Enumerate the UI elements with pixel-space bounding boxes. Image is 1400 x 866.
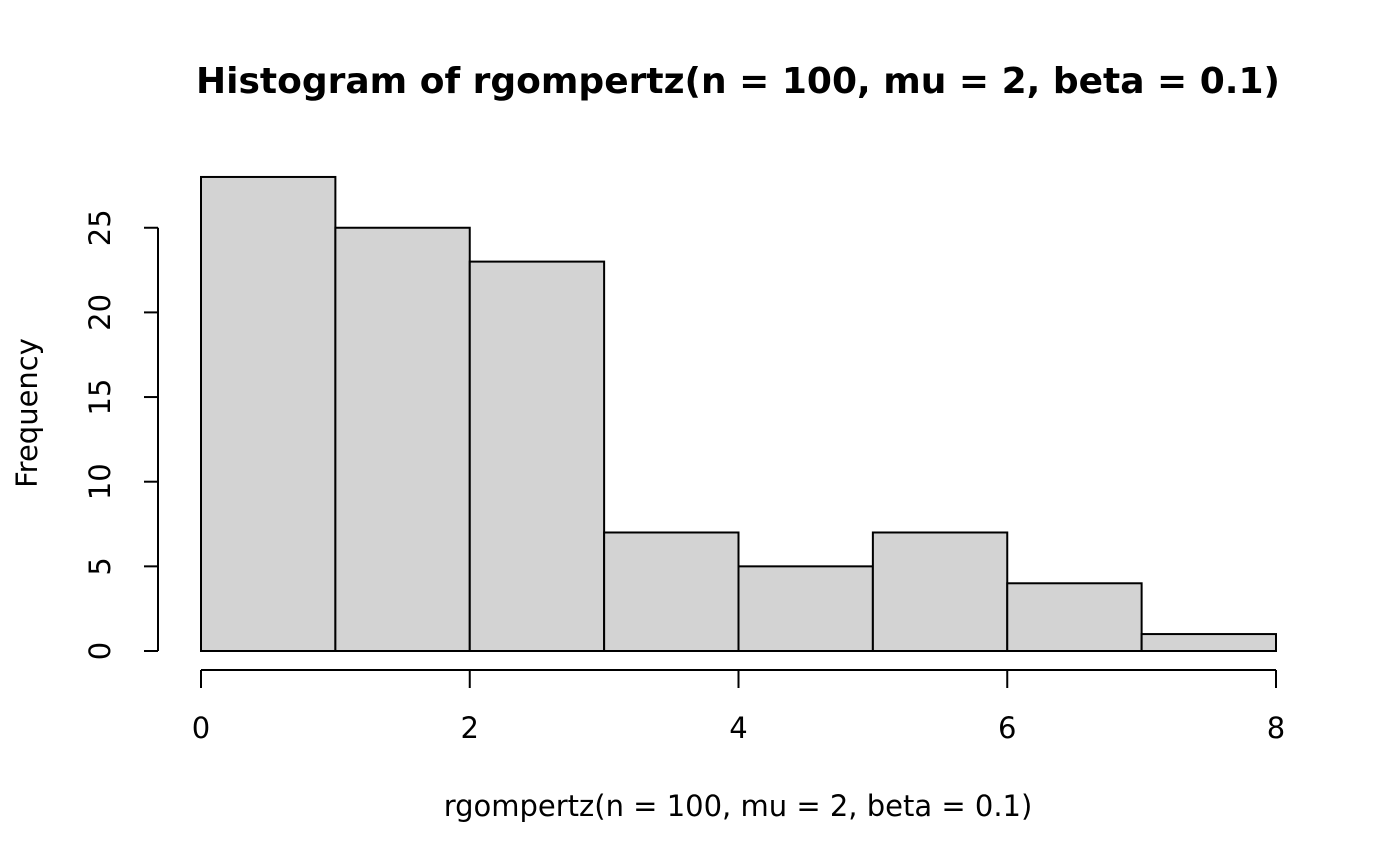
y-axis-label: Frequency: [10, 338, 44, 488]
y-tick-label: 20: [83, 294, 117, 331]
x-tick-label: 6: [998, 711, 1016, 745]
y-axis: 0 5 10 15 20 25: [83, 209, 159, 660]
x-tick-label: 0: [192, 711, 210, 745]
histogram-bars: [200, 175, 1277, 653]
y-tick-label: 5: [83, 557, 117, 575]
histogram-bar-3: [603, 531, 740, 652]
y-axis-ticks: 0 5 10 15 20 25: [83, 209, 158, 660]
x-tick-label: 8: [1267, 711, 1285, 745]
histogram-bar-0: [200, 175, 337, 653]
histogram-bar-5: [871, 531, 1009, 652]
histogram-bar-4: [737, 565, 874, 652]
y-tick-label: 10: [83, 463, 117, 500]
x-tick-label: 2: [461, 711, 479, 745]
chart-title: Histogram of rgompertz(n = 100, mu = 2, …: [196, 61, 1280, 102]
x-axis: 0 2 4 6 8: [192, 669, 1285, 745]
y-tick-label: 15: [83, 379, 117, 416]
x-axis-ticks: 0 2 4 6 8: [192, 670, 1285, 745]
x-tick-label: 4: [729, 711, 747, 745]
y-tick-label: 0: [83, 642, 117, 660]
x-axis-label: rgompertz(n = 100, mu = 2, beta = 0.1): [444, 789, 1033, 823]
histogram-bar-7: [1140, 633, 1277, 653]
histogram-bar-6: [1006, 582, 1143, 653]
histogram-bar-1: [334, 226, 471, 652]
histogram-bar-2: [468, 260, 606, 652]
y-tick-label: 25: [83, 209, 117, 246]
